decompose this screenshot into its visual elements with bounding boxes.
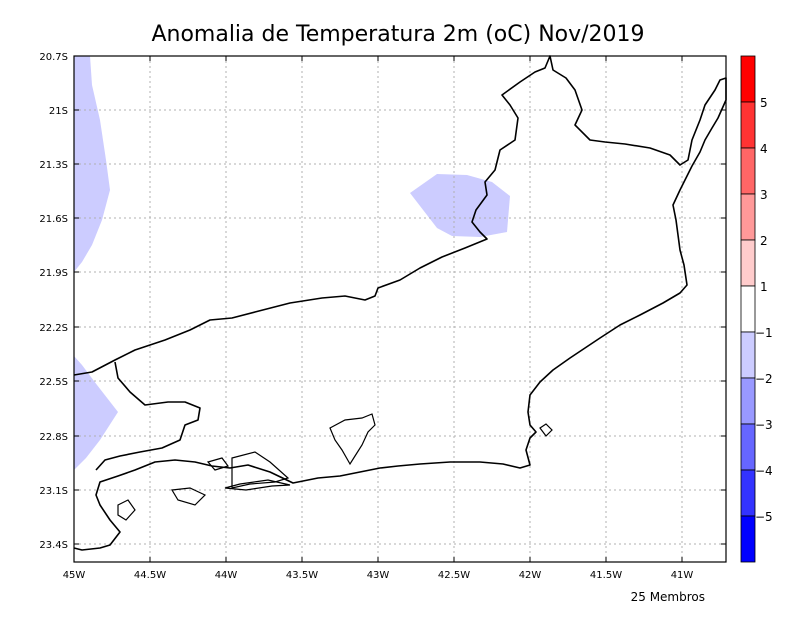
colorbar-label: −1 [755,326,773,340]
lon-label: 42W [519,570,542,581]
colorbar-swatch [740,147,756,195]
colorbar-label: −2 [755,372,773,386]
lat-labels: 20.7S 21S 21.3S 21.6S 21.9S 22.2S 22.5S … [39,52,68,551]
lat-label: 23.1S [39,486,68,497]
colorbar-label: 4 [760,142,768,156]
colorbar-swatch [740,193,756,241]
lon-label: 43.5W [286,570,318,581]
colorbar-label: 1 [760,280,768,294]
anomaly-region-west-south [74,356,118,470]
colorbar-swatch [740,377,756,425]
lon-label: 43W [367,570,390,581]
coastal-islands [117,413,553,521]
plot-frame [73,55,727,563]
colorbar-label: −3 [755,418,773,432]
lon-label: 44W [215,570,238,581]
grid-lines [74,56,726,562]
anomaly-region-central-north [410,174,510,237]
lon-label: 41W [671,570,694,581]
colorbar-swatch [740,469,756,517]
state-border [73,55,727,551]
lat-label: 21.9S [39,268,68,279]
state-border-south [95,361,201,471]
lat-label: 22.5S [39,377,68,388]
anomaly-layer [74,56,510,470]
colorbar-swatch [740,55,756,103]
lat-label: 21.6S [39,214,68,225]
colorbar-swatch [740,331,756,379]
colorbar-swatch [740,101,756,149]
colorbar-swatch [740,515,756,563]
colorbar-swatch [740,285,756,333]
colorbar-label: −5 [755,510,773,524]
lon-label: 41.5W [590,570,622,581]
colorbar-label: 2 [760,234,768,248]
colorbar-swatch [740,239,756,287]
lon-labels: 45W 44.5W 44W 43.5W 43W 42.5W 42W 41.5W … [63,570,694,581]
lon-label: 45W [63,570,86,581]
colorbar-label: 5 [760,96,768,110]
colorbar [740,55,756,563]
map-title: Anomalia de Temperatura 2m (oC) Nov/2019 [151,22,644,47]
axis-ticks [74,55,726,562]
lon-label: 44.5W [134,570,166,581]
ensemble-members-note: 25 Membros [631,590,705,604]
lon-label: 42.5W [438,570,470,581]
lat-label: 23.4S [39,540,68,551]
colorbar-swatch [740,423,756,471]
colorbar-labels: 5 4 3 2 1 −1 −2 −3 −4 −5 [755,96,773,524]
lat-label: 22.8S [39,432,68,443]
colorbar-label: −4 [755,464,773,478]
lat-label: 21.3S [39,160,68,171]
lat-label: 22.2S [39,323,68,334]
colorbar-label: 3 [760,188,768,202]
lat-label: 21S [49,106,68,117]
lat-label: 20.7S [39,52,68,63]
